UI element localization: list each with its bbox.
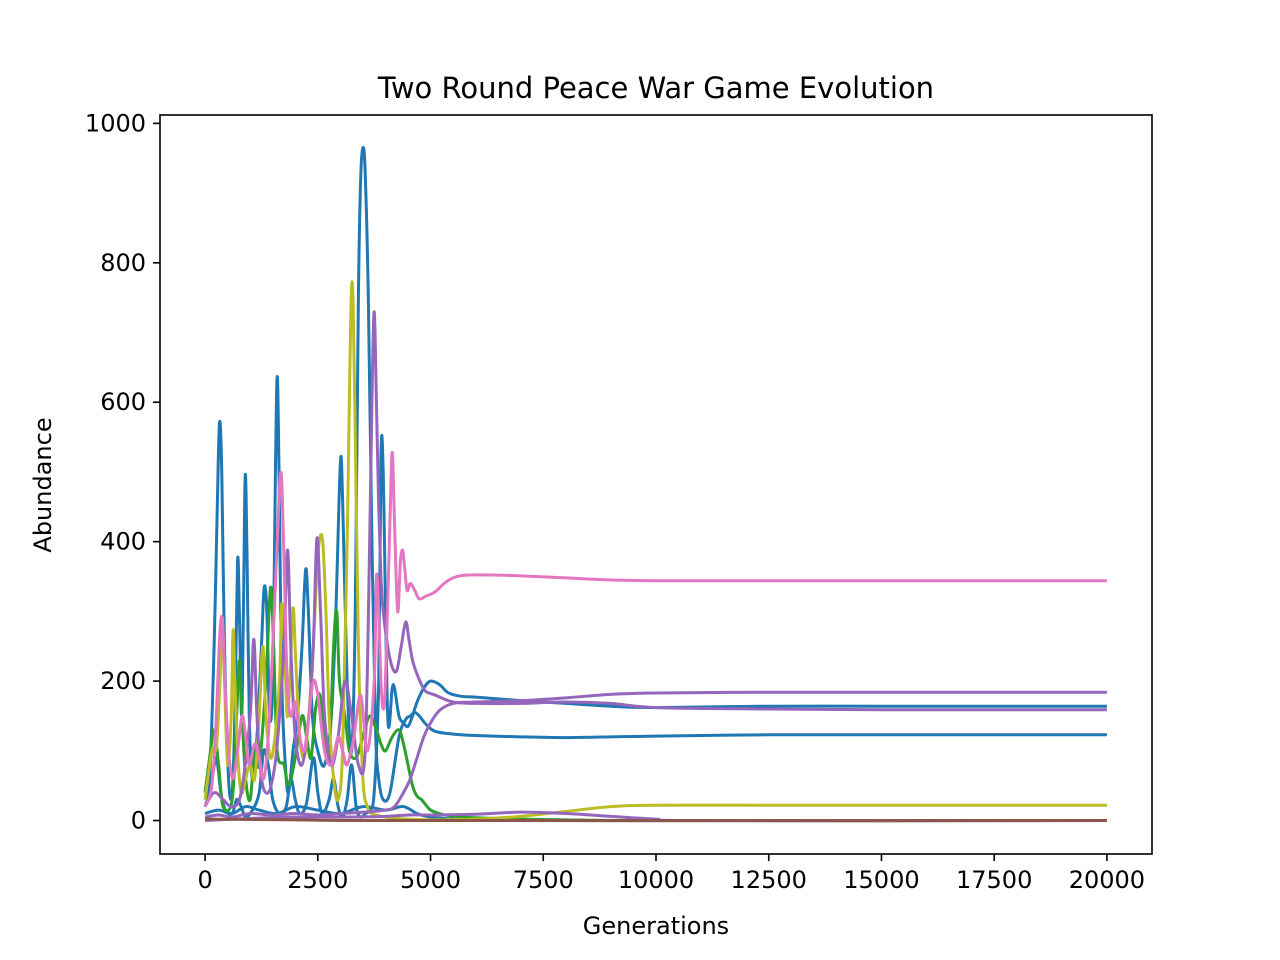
y-tick-label: 400 [100, 528, 146, 556]
series-line-9 [203, 450, 1107, 808]
series-line-1 [203, 433, 1107, 819]
x-tick-label: 5000 [400, 866, 461, 894]
series-line-2 [203, 145, 1107, 807]
x-axis-title: Generations [583, 912, 729, 940]
y-tick-label: 200 [100, 667, 146, 695]
x-tick-label: 0 [197, 866, 212, 894]
x-tick-label: 10000 [618, 866, 694, 894]
y-tick-label: 600 [100, 388, 146, 416]
y-tick-label: 800 [100, 249, 146, 277]
x-axis: 0 2500 5000 7500 10000 12500 15000 17500 20000 [197, 854, 1145, 894]
series-line-7 [204, 690, 1107, 819]
series-layer [203, 145, 1107, 823]
y-tick-label: 1000 [85, 109, 146, 137]
y-tick-label: 0 [131, 807, 146, 835]
x-tick-label: 2500 [287, 866, 348, 894]
chart-title: Two Round Peace War Game Evolution [377, 71, 934, 105]
x-tick-label: 12500 [731, 866, 807, 894]
x-tick-label: 15000 [843, 866, 919, 894]
x-tick-label: 7500 [513, 866, 574, 894]
series-line-10 [205, 817, 1107, 823]
x-tick-label: 20000 [1069, 866, 1145, 894]
y-axis: 0 200 400 600 800 1000 [85, 109, 160, 835]
y-axis-title: Abundance [29, 417, 57, 552]
x-tick-label: 17500 [956, 866, 1032, 894]
